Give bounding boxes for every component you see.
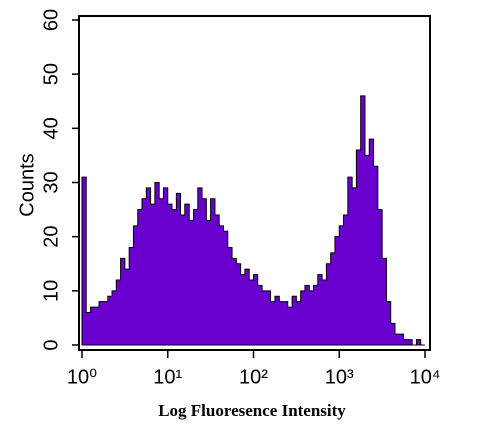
x-tick-label: 10³ xyxy=(325,366,354,388)
y-axis-label: Counts xyxy=(16,153,38,216)
x-tick-label: 10² xyxy=(239,366,268,388)
y-tick-label: 60 xyxy=(40,9,62,31)
y-tick-label: 0 xyxy=(40,339,62,350)
y-tick-label: 10 xyxy=(40,280,62,302)
y-tick-label: 50 xyxy=(40,63,62,85)
y-tick-label: 20 xyxy=(40,226,62,248)
x-axis-label: Log Fluoresence Intensity xyxy=(158,401,346,420)
y-tick-label: 30 xyxy=(40,171,62,193)
x-tick-label: 10¹ xyxy=(153,366,182,388)
x-tick-label: 10⁴ xyxy=(410,366,441,388)
y-tick-label: 40 xyxy=(40,117,62,139)
histogram-area xyxy=(81,95,425,346)
x-tick-label: 10⁰ xyxy=(67,366,97,388)
